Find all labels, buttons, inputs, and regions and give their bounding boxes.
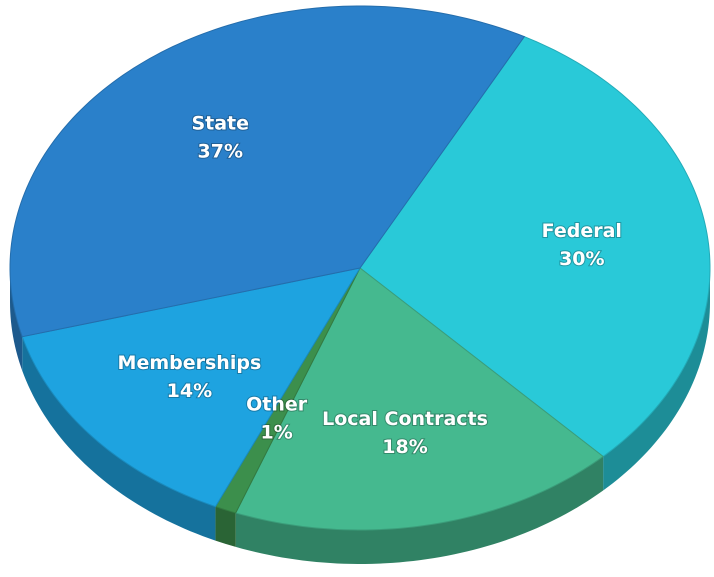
slice-label: Memberships (118, 352, 262, 374)
slice (21, 267, 362, 508)
slice-value-label: 1% (260, 421, 292, 443)
slice-value-label: 14% (167, 380, 212, 402)
slice-label: State (191, 112, 249, 134)
slice-value-label: 18% (382, 436, 427, 458)
slice-label: Local Contracts (322, 408, 488, 430)
slice-label: Federal (542, 220, 622, 242)
slice (9, 5, 526, 338)
slice (359, 36, 711, 458)
slice-side (22, 336, 216, 541)
slice-value-label: 37% (198, 140, 243, 162)
slice-side (215, 506, 236, 547)
slice-side (235, 456, 604, 564)
slice-label: Other (246, 393, 308, 415)
slice-value-label: 30% (559, 248, 604, 270)
slice (234, 267, 604, 531)
slice-side (10, 268, 23, 371)
